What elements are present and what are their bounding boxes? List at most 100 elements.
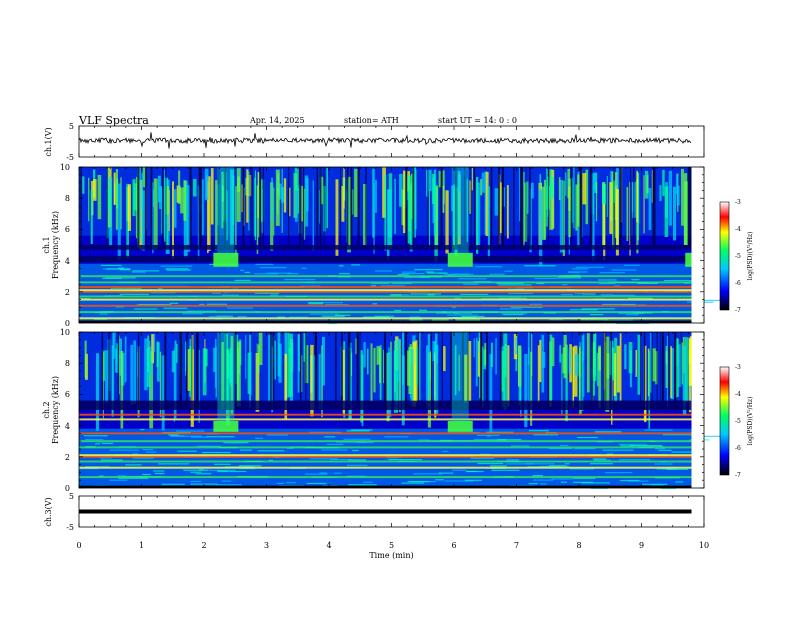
spectral-gap — [440, 167, 443, 245]
spectral-gap — [619, 167, 622, 245]
spectral-gap — [137, 167, 140, 245]
spectral-streak — [670, 346, 672, 398]
spectral-streak — [215, 180, 218, 251]
spectral-streak — [452, 184, 457, 243]
spectral-texture — [374, 315, 395, 317]
spectral-gap — [249, 167, 251, 245]
spectral-texture — [338, 265, 344, 267]
spectral-gap — [191, 332, 193, 410]
spectral-gap — [164, 332, 167, 410]
ch1-freq-tick-0: 0 — [65, 319, 70, 328]
spectral-streak — [426, 345, 429, 408]
ch1-cbar-tick-m4: -4 — [735, 226, 741, 233]
spectral-gap — [356, 332, 359, 410]
spectral-texture — [589, 314, 604, 316]
spectral-texture — [244, 271, 250, 273]
ch1-freq-tick-2: 2 — [65, 288, 70, 297]
spectral-texture — [593, 459, 611, 461]
spectral-streak — [676, 185, 680, 206]
spectral-streak — [84, 340, 87, 378]
spectral-texture — [319, 472, 328, 474]
spectral-texture — [287, 273, 299, 275]
spectral-texture — [217, 470, 247, 473]
spectral-gap — [335, 332, 337, 410]
spectral-texture — [214, 463, 231, 465]
spectral-texture — [168, 434, 179, 436]
spectral-streak — [202, 348, 207, 396]
spectral-texture — [611, 294, 635, 296]
spectral-streak — [593, 333, 597, 381]
spectral-texture — [432, 319, 449, 321]
spectral-texture — [190, 471, 202, 473]
spectral-texture — [451, 469, 467, 471]
spectral-streak — [628, 342, 633, 374]
spectral-gap — [464, 167, 466, 245]
spectral-texture — [497, 439, 522, 441]
ch1-freq-tick-8: 8 — [65, 194, 70, 203]
spectral-texture — [581, 308, 615, 310]
spectral-burst — [213, 420, 239, 432]
ch2-colorbar-label: log(PSD)(V²/Hz) — [747, 397, 754, 446]
spectral-burst-plume — [217, 332, 235, 421]
spectral-gap — [563, 167, 565, 245]
spectral-streak — [432, 341, 436, 361]
spectral-texture — [371, 282, 389, 285]
spectral-texture — [308, 303, 323, 305]
spectral-streak — [112, 332, 116, 359]
spectral-streak — [678, 344, 682, 387]
spectral-streak — [563, 335, 567, 379]
spectral-streak — [543, 179, 547, 240]
spectral-gap — [603, 332, 605, 410]
spectral-texture — [363, 316, 390, 318]
spectral-texture — [414, 269, 443, 271]
spectral-texture — [324, 304, 349, 306]
spectral-streak — [434, 186, 439, 251]
spectral-streak — [289, 333, 293, 353]
ch2-colorbar — [719, 366, 730, 476]
spectral-streak — [518, 346, 521, 406]
spectral-streak — [613, 353, 616, 397]
spectral-texture — [419, 309, 427, 311]
spectral-streak — [82, 176, 85, 194]
spectral-streak — [295, 185, 298, 222]
spectral-texture — [153, 470, 165, 472]
ch1-cbar-tick-m5: -5 — [735, 253, 741, 260]
spectral-streak — [183, 180, 187, 221]
spectral-streak — [304, 345, 309, 384]
spectral-streak — [376, 346, 380, 365]
spectral-texture — [183, 469, 208, 471]
spectral-gap — [547, 167, 549, 245]
spectral-streak — [414, 176, 416, 211]
spectral-bright-band — [79, 466, 692, 469]
spectral-streak — [310, 344, 314, 417]
spectral-gap — [450, 332, 452, 410]
spectral-texture — [190, 480, 202, 483]
spectral-texture — [404, 276, 430, 278]
spectral-streak — [326, 168, 328, 229]
spectral-texture — [560, 444, 569, 447]
spectral-dark-band — [79, 400, 692, 410]
spectral-streak — [172, 181, 174, 259]
spectral-streak — [491, 342, 493, 368]
spectral-texture — [142, 449, 154, 451]
spectral-streak — [90, 189, 93, 244]
spectral-streak — [258, 332, 263, 366]
spectral-streak — [568, 349, 572, 374]
spectral-streak — [178, 170, 181, 205]
spectral-gap — [319, 167, 322, 245]
spectral-streak — [312, 180, 314, 251]
spectral-texture — [466, 470, 484, 473]
spectral-texture — [286, 482, 296, 484]
spectral-texture — [132, 453, 139, 455]
ch3-waveform-ylabel: ch.3(V) — [44, 497, 53, 526]
spectral-gap — [117, 332, 119, 410]
ch2-spectrogram-panel: 10 8 6 4 2 0 ch.2 Frequency (kHz) -3 -4 … — [42, 328, 754, 493]
spectral-gap — [316, 167, 318, 245]
ch1-cbar-tick-m7: -7 — [735, 307, 741, 314]
spectral-texture — [166, 269, 191, 271]
spectral-texture — [446, 314, 479, 316]
ch1-colorbar-label: log(PSD)(V²/Hz) — [747, 232, 754, 281]
spectral-texture — [618, 312, 645, 314]
spectral-gap — [405, 332, 408, 410]
spectral-gap — [80, 167, 82, 245]
